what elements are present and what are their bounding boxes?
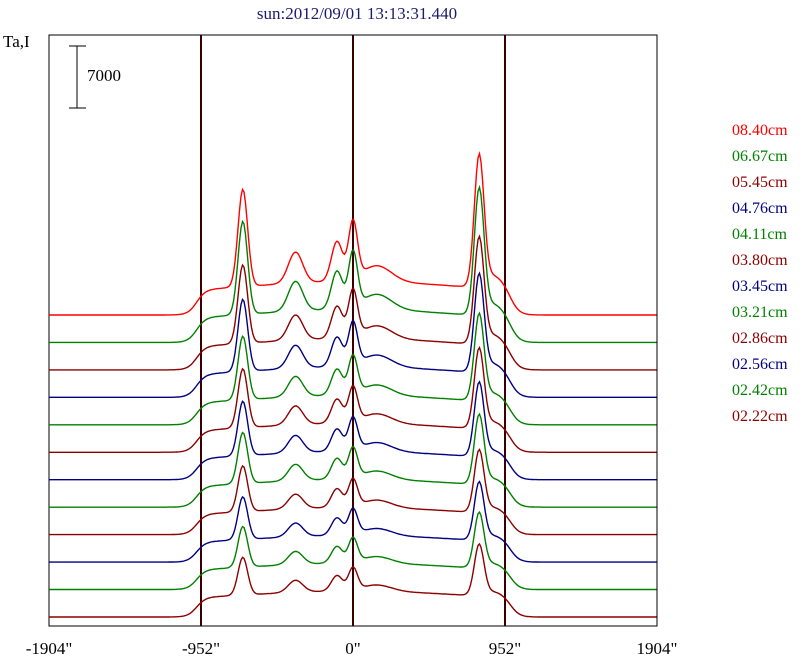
trace-line	[49, 311, 657, 426]
x-tick-label: 1904"	[637, 639, 678, 658]
trace-line	[49, 542, 657, 618]
legend-entry: 02.56cm	[732, 356, 788, 373]
scale-bar: 7000	[69, 45, 121, 109]
trace-line	[49, 271, 657, 398]
x-tick-label: -1904"	[26, 639, 73, 658]
legend: 08.40cm 06.67cm 05.45cm 04.76cm 04.11cm 03.80…	[732, 122, 788, 425]
legend-entry: 02.22cm	[732, 408, 788, 425]
x-tick-label: 952"	[489, 639, 521, 658]
scale-bar-label: 7000	[87, 66, 121, 85]
trace-line	[49, 345, 657, 453]
trace-line	[49, 412, 657, 508]
legend-entry: 04.11cm	[732, 226, 788, 243]
chart-title: sun:2012/09/01 13:13:31.440	[257, 4, 457, 23]
legend-entry: 06.67cm	[732, 148, 788, 165]
y-axis-label: Ta,I	[3, 32, 30, 51]
x-tick-label: 0"	[345, 639, 360, 658]
legend-entry: 08.40cm	[732, 122, 788, 139]
legend-entry: 03.80cm	[732, 252, 788, 269]
x-tick-label: -952"	[182, 639, 220, 658]
legend-entry: 04.76cm	[732, 200, 788, 217]
legend-entry: 03.45cm	[732, 278, 788, 295]
trace-line	[49, 380, 657, 481]
trace-line	[49, 234, 657, 371]
trace-line	[49, 480, 657, 563]
vertical-markers	[200, 35, 506, 626]
legend-entry: 03.21cm	[732, 304, 788, 321]
trace-line	[49, 184, 657, 344]
legend-entry: 05.45cm	[732, 174, 788, 191]
spectral-traces	[49, 151, 657, 618]
x-axis-ticks: -1904" -952" 0" 952" 1904"	[26, 639, 678, 658]
trace-line	[49, 510, 657, 591]
trace-line	[49, 151, 657, 316]
trace-line	[49, 448, 657, 536]
legend-entry: 02.86cm	[732, 330, 788, 347]
legend-entry: 02.42cm	[732, 382, 788, 399]
